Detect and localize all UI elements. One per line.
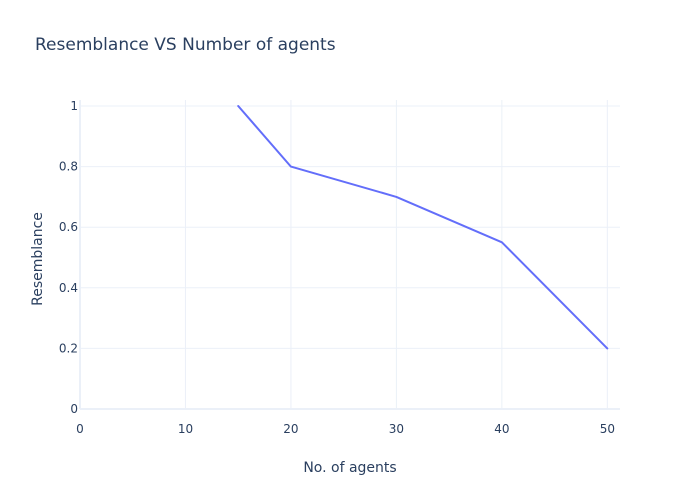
- y-tick-label: 0.8: [59, 160, 78, 174]
- y-axis-title: Resemblance: [30, 212, 46, 306]
- y-tick-labels: 0 0.2 0.4 0.6 0.8 1: [59, 99, 78, 416]
- y-tick-label: 1: [70, 99, 78, 113]
- grid-lines: [79, 100, 620, 410]
- chart-title: Resemblance VS Number of agents: [35, 35, 336, 55]
- x-tick-label: 50: [600, 422, 615, 436]
- y-tick-label: 0.2: [59, 341, 78, 355]
- series-layer: [237, 105, 609, 350]
- x-tick-label: 10: [178, 422, 193, 436]
- series-line: [237, 105, 609, 350]
- x-tick-label: 40: [494, 422, 509, 436]
- y-tick-label: 0.6: [59, 220, 78, 234]
- x-tick-label: 20: [283, 422, 298, 436]
- x-tick-label: 0: [76, 422, 84, 436]
- x-axis-title: No. of agents: [303, 460, 396, 476]
- y-tick-label: 0.4: [59, 281, 78, 295]
- x-tick-labels: 0 10 20 30 40 50: [76, 422, 615, 436]
- y-tick-label: 0: [70, 402, 78, 416]
- x-tick-label: 30: [389, 422, 404, 436]
